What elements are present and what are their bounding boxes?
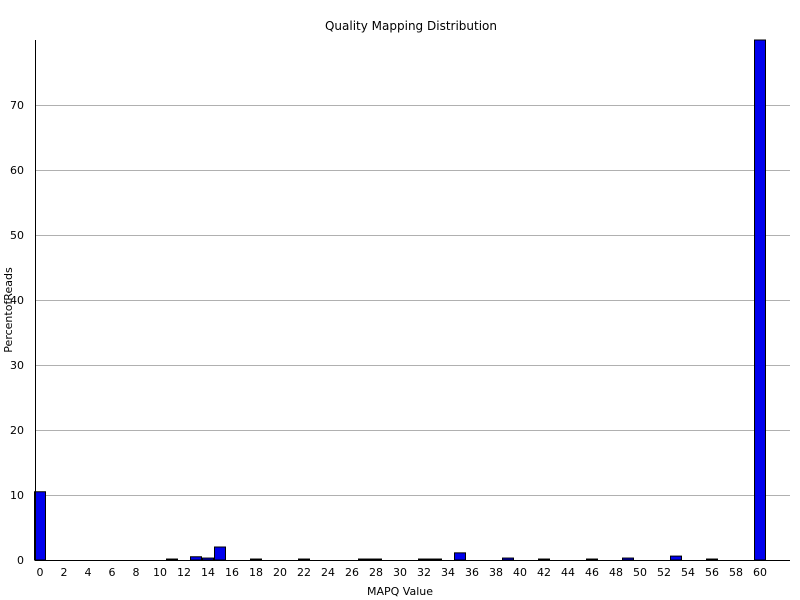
y-tick-label: 10 [10, 489, 24, 502]
x-tick-label: 6 [109, 566, 116, 579]
x-tick-label: 28 [369, 566, 383, 579]
x-tick-label: 48 [609, 566, 623, 579]
bar [370, 558, 382, 561]
bars [34, 39, 766, 561]
y-axis-label: PercentofReads [2, 267, 15, 353]
bar [34, 491, 46, 561]
x-tick-label: 24 [321, 566, 335, 579]
bar [706, 558, 718, 561]
bar [670, 555, 682, 561]
x-tick-label: 36 [465, 566, 479, 579]
x-tick-label: 34 [441, 566, 455, 579]
x-tick-label: 46 [585, 566, 599, 579]
y-tick-label: 50 [10, 229, 24, 242]
x-tick-label: 40 [513, 566, 527, 579]
x-tick-label: 32 [417, 566, 431, 579]
x-tick-label: 18 [249, 566, 263, 579]
bar [250, 558, 262, 561]
x-tick-label: 16 [225, 566, 239, 579]
x-tick-label: 60 [753, 566, 767, 579]
x-tick-label: 20 [273, 566, 287, 579]
bar [418, 558, 430, 561]
bar [538, 558, 550, 561]
bar [214, 546, 226, 561]
bar [166, 558, 178, 561]
y-tick-label: 70 [10, 99, 24, 112]
axes [35, 40, 790, 561]
y-tick-label: 0 [17, 554, 24, 567]
x-tick-label: 4 [85, 566, 92, 579]
bar [202, 557, 214, 561]
x-tick-label: 10 [153, 566, 167, 579]
bar [622, 557, 634, 561]
bar [358, 558, 370, 561]
y-tick-label: 40 [10, 294, 24, 307]
x-tick-label: 58 [729, 566, 743, 579]
bar [502, 557, 514, 561]
x-tick-label: 26 [345, 566, 359, 579]
x-tick-label: 42 [537, 566, 551, 579]
x-tick-label: 30 [393, 566, 407, 579]
chart-title: Quality Mapping Distribution [325, 19, 497, 33]
x-tick-label: 14 [201, 566, 215, 579]
x-tick-label: 44 [561, 566, 575, 579]
y-tick-label: 60 [10, 164, 24, 177]
x-tick-label: 2 [61, 566, 68, 579]
x-tick-label: 52 [657, 566, 671, 579]
x-tick-labels: 0 2 4 6 8 10 12 14 16 18 20 22 24 26 28 30 32 34 36 38 40 42 4… [37, 566, 768, 579]
x-axis-label: MAPQ Value [367, 585, 433, 598]
y-tick-label: 20 [10, 424, 24, 437]
y-tick-label: 30 [10, 359, 24, 372]
x-tick-label: 22 [297, 566, 311, 579]
y-tick-labels: 0 10 20 30 40 50 60 70 [10, 99, 24, 567]
bar [454, 552, 466, 561]
bar [430, 558, 442, 561]
x-tick-label: 50 [633, 566, 647, 579]
x-tick-label: 12 [177, 566, 191, 579]
x-tick-label: 54 [681, 566, 695, 579]
x-tick-label: 8 [133, 566, 140, 579]
x-tick-label: 0 [37, 566, 44, 579]
grid-lines [35, 105, 790, 496]
x-tick-label: 56 [705, 566, 719, 579]
bar [586, 558, 598, 561]
bar [298, 558, 310, 561]
bar [190, 556, 202, 561]
bar [754, 39, 766, 561]
x-tick-label: 38 [489, 566, 503, 579]
